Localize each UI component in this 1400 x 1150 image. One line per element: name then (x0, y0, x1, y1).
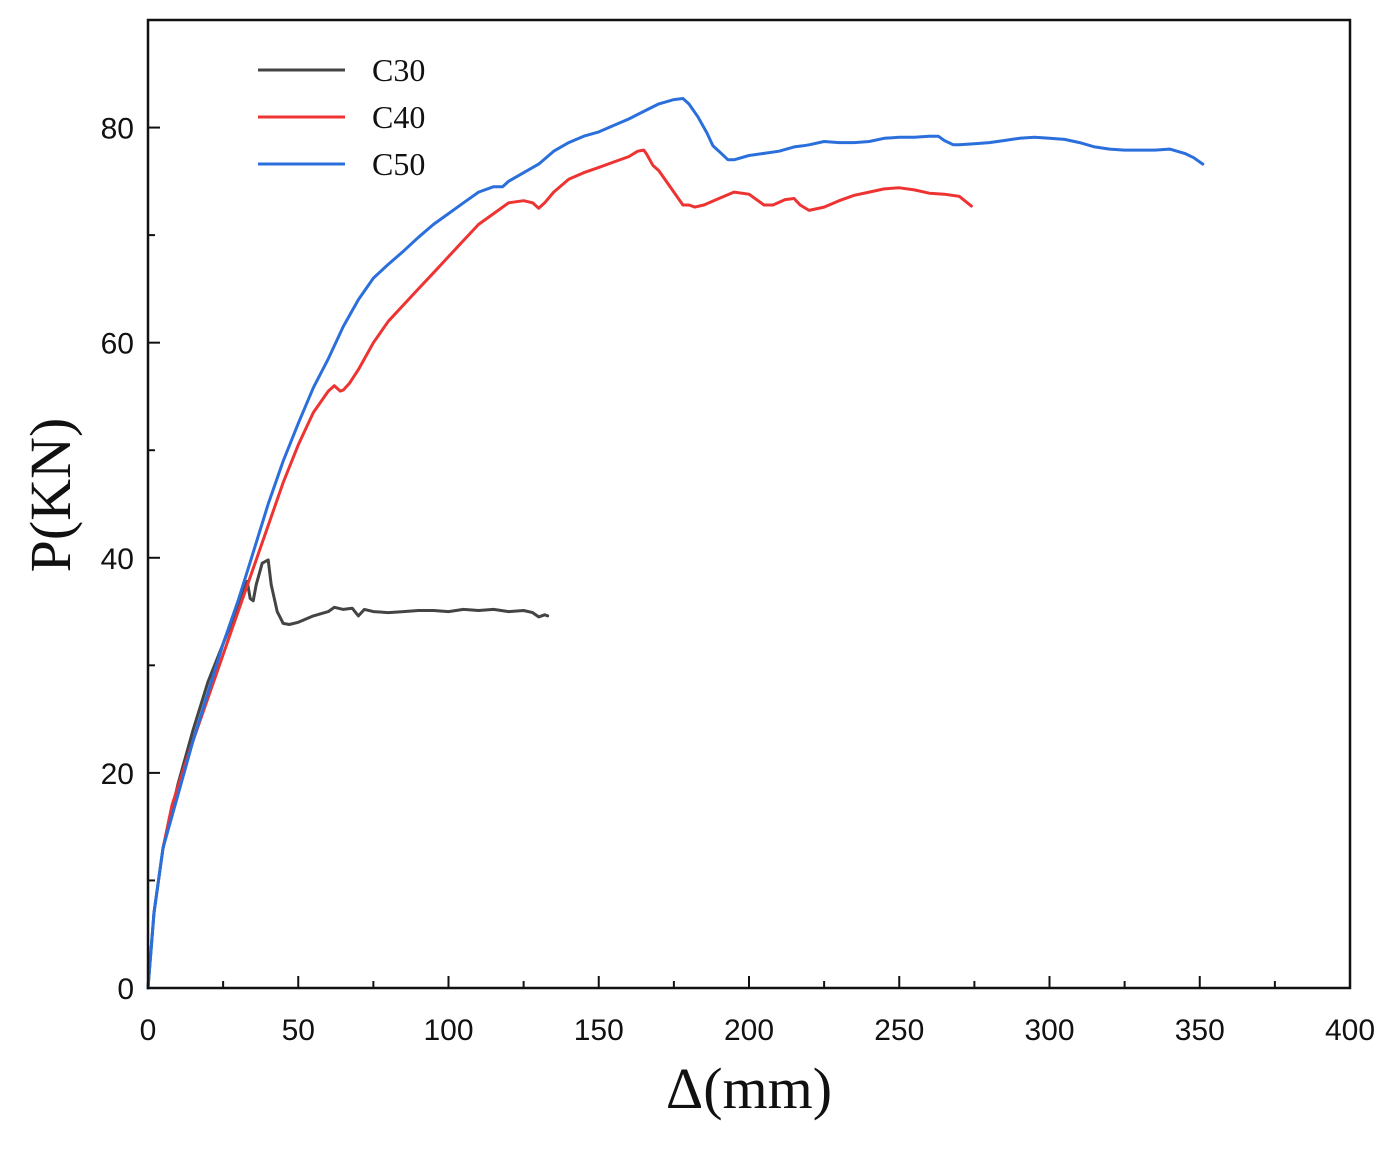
y-tick-label: 80 (101, 113, 134, 146)
y-tick-label: 60 (101, 328, 134, 361)
series-line-c50 (146, 97, 1205, 990)
x-tick-label: 200 (724, 1014, 774, 1047)
x-tick-label: 50 (282, 1014, 315, 1047)
x-tick-label: 0 (140, 1014, 157, 1047)
x-tick-label: 150 (574, 1014, 624, 1047)
x-axis-title: Δ(mm) (666, 1056, 832, 1121)
legend: C30 C40 C50 (258, 52, 425, 182)
series-layer (146, 97, 1205, 990)
legend-label-c40: C40 (372, 99, 425, 135)
x-tick-label: 300 (1024, 1014, 1074, 1047)
legend-label-c30: C30 (372, 52, 425, 88)
x-tick-label: 350 (1175, 1014, 1225, 1047)
x-tick-label: 400 (1325, 1014, 1375, 1047)
y-axis-title: P(KN) (18, 418, 83, 573)
series-line-c30 (146, 558, 550, 990)
x-tick-label: 250 (874, 1014, 924, 1047)
series-line-c40 (161, 148, 973, 850)
y-tick-label: 40 (101, 543, 134, 576)
tick-layer: 0 50 100 150 200 250 300 350 400 0 20 40 60 80 (101, 113, 1375, 1047)
legend-label-c50: C50 (372, 146, 425, 182)
y-tick-label: 0 (117, 973, 134, 1006)
y-tick-label: 20 (101, 758, 134, 791)
x-tick-label: 100 (423, 1014, 473, 1047)
